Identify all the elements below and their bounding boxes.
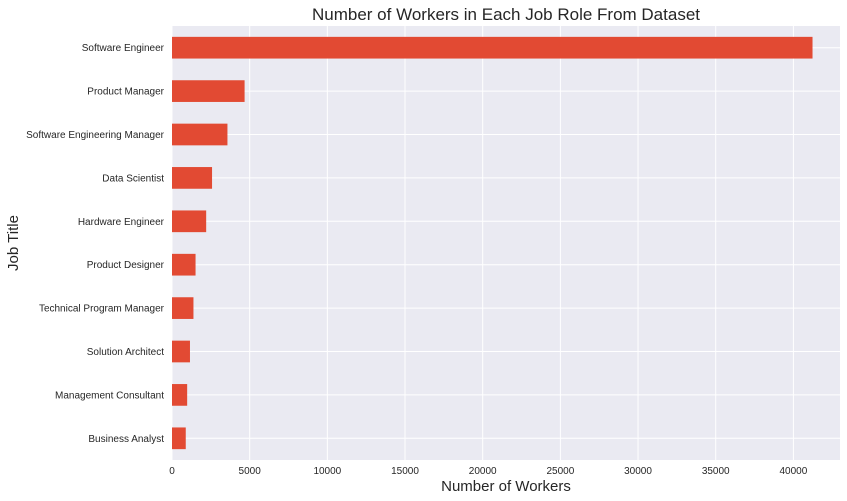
y-tick-label: Software Engineer — [82, 43, 165, 54]
bars — [172, 36, 813, 450]
x-tick-label: 40000 — [779, 466, 807, 477]
y-tick-label: Management Consultant — [55, 390, 164, 401]
x-tick-label: 15000 — [391, 466, 419, 477]
bar — [172, 253, 196, 276]
x-tick-label: 10000 — [313, 466, 341, 477]
bar — [172, 36, 813, 59]
chart-title: Number of Workers in Each Job Role From … — [312, 5, 700, 24]
bar — [172, 427, 186, 450]
x-tick-label: 30000 — [624, 466, 652, 477]
y-axis-label: Job Title — [5, 215, 22, 271]
bar — [172, 384, 188, 406]
bar — [172, 297, 194, 319]
bar — [172, 167, 213, 189]
plot-area — [172, 26, 840, 460]
bar — [172, 123, 228, 146]
bar — [172, 210, 207, 233]
x-tick-label: 5000 — [239, 466, 262, 477]
y-tick-label: Software Engineering Manager — [26, 130, 165, 141]
y-tick-label: Data Scientist — [102, 173, 164, 184]
bar — [172, 340, 190, 363]
y-tick-label: Business Analyst — [88, 434, 164, 445]
x-axis-label: Number of Workers — [441, 478, 571, 495]
y-tick-label: Solution Architect — [87, 347, 164, 358]
y-tick-label: Product Manager — [87, 87, 164, 98]
y-tick-labels: Software Engineer Product Manager Software… — [26, 43, 165, 445]
y-tick-label: Technical Program Manager — [39, 304, 165, 315]
x-tick-label: 25000 — [546, 466, 574, 477]
x-tick-labels: 0 5000 10000 15000 20000 25000 30000 35000 40000 — [169, 466, 808, 477]
y-tick-label: Product Designer — [87, 260, 165, 271]
x-tick-label: 20000 — [469, 466, 497, 477]
x-tick-label: 0 — [169, 466, 175, 477]
x-tick-label: 35000 — [702, 466, 730, 477]
bar — [172, 80, 245, 102]
y-tick-label: Hardware Engineer — [78, 217, 165, 228]
